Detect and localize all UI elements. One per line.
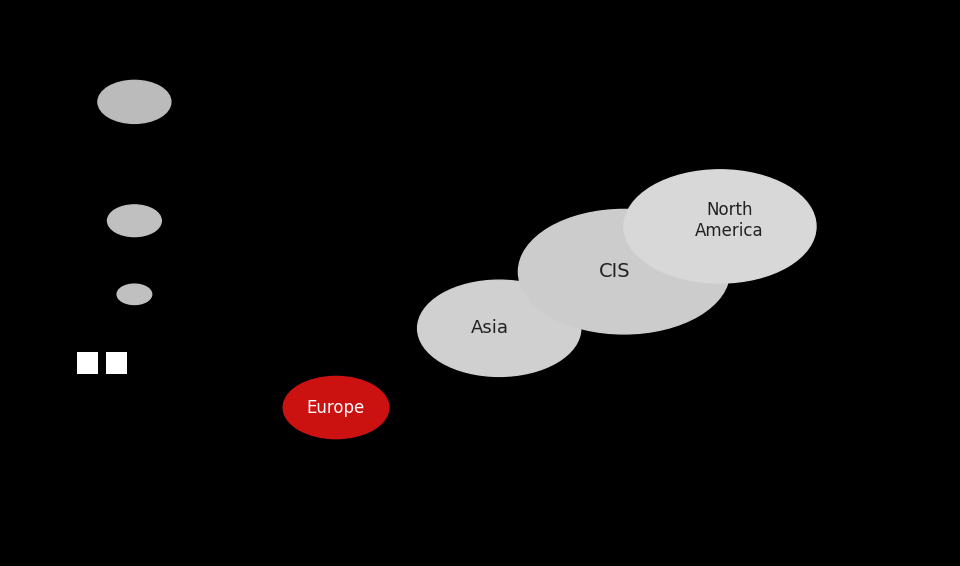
Bar [77, 352, 98, 374]
Circle shape [117, 284, 152, 305]
Circle shape [283, 376, 389, 439]
Circle shape [418, 280, 581, 376]
Circle shape [518, 209, 730, 334]
Text: Asia: Asia [470, 319, 509, 337]
Text: North
America: North America [695, 201, 764, 240]
Bar [106, 352, 127, 374]
Text: Europe: Europe [307, 398, 365, 417]
Text: CIS: CIS [599, 262, 630, 281]
Circle shape [624, 170, 816, 283]
Circle shape [98, 80, 171, 123]
Circle shape [108, 205, 161, 237]
